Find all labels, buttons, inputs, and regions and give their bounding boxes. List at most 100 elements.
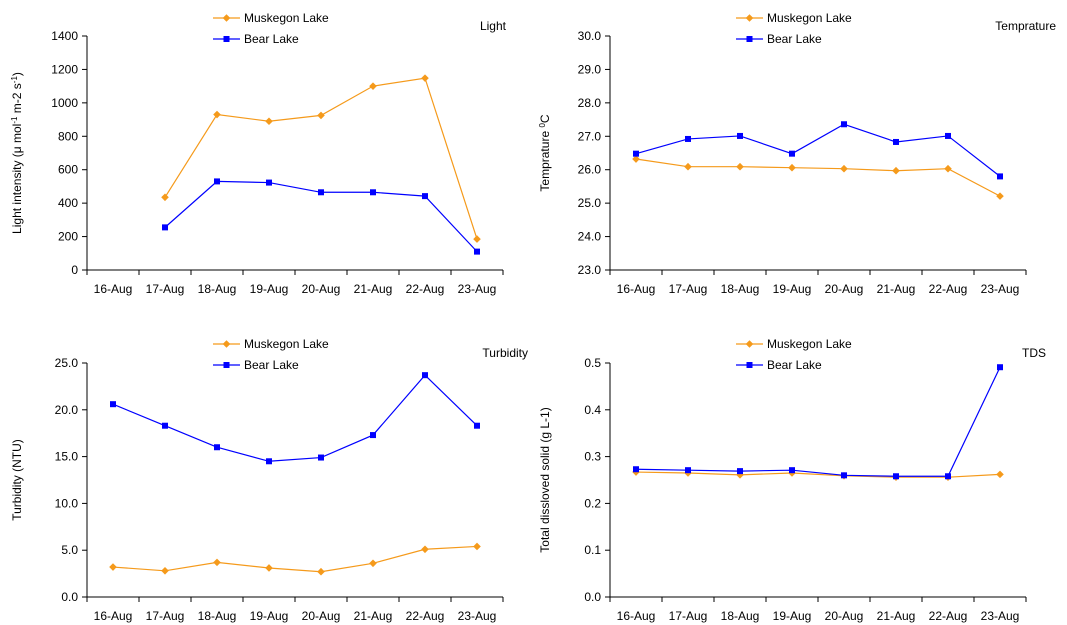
y-tick-label: 1000 xyxy=(51,96,78,110)
y-axis-label: Total dissloved solid (g L-1) xyxy=(538,407,552,552)
y-tick-label: 1200 xyxy=(51,62,78,76)
data-point xyxy=(266,179,272,186)
series-muskegon-lake xyxy=(161,74,481,243)
data-point xyxy=(632,155,640,163)
data-point xyxy=(214,178,220,185)
y-tick-label: 0.0 xyxy=(61,590,78,604)
y-axis-label: Temprature 0C xyxy=(538,114,553,191)
series-bear-lake xyxy=(110,372,480,465)
y-axis-label: Light intensity (μ mol-1 m-2 s-1) xyxy=(10,72,25,234)
x-tick-label: 23-Aug xyxy=(981,282,1020,296)
x-tick-label: 16-Aug xyxy=(617,282,656,296)
chart-2: 23.0 24.0 25.0 26.0 27.0 28.0 29.0 30.0 16-Aug 17… xyxy=(538,11,1057,296)
data-point xyxy=(997,364,1003,371)
series-muskegon-lake xyxy=(109,542,481,576)
series-bear-lake xyxy=(633,364,1003,480)
data-point xyxy=(892,166,900,175)
legend-marker xyxy=(222,14,231,22)
data-point xyxy=(161,193,169,202)
data-point xyxy=(893,473,899,480)
data-point xyxy=(473,235,481,243)
y-tick-label: 26.0 xyxy=(578,163,602,177)
y-tick-label: 24.0 xyxy=(578,230,602,244)
x-tick-label: 21-Aug xyxy=(354,609,393,623)
x-tick-label: 21-Aug xyxy=(877,609,916,623)
data-point xyxy=(944,164,952,173)
x-tick-label: 23-Aug xyxy=(458,282,497,296)
data-point xyxy=(736,162,744,171)
series-line xyxy=(635,366,1001,477)
data-point xyxy=(474,248,480,255)
chart-3: 0.0 5.0 10.0 15.0 20.0 25.0 16-Aug 17-Aug 18-Aug… xyxy=(10,337,528,623)
y-tick-label: 27.0 xyxy=(578,129,602,143)
legend-marker xyxy=(223,362,230,368)
data-point xyxy=(266,458,272,465)
y-tick-label: 0.1 xyxy=(584,543,601,557)
series-line xyxy=(635,471,1001,478)
y-tick-label: 28.0 xyxy=(578,96,602,110)
x-tick-label: 18-Aug xyxy=(721,609,760,623)
legend-marker xyxy=(746,362,753,368)
x-tick-label: 21-Aug xyxy=(877,282,916,296)
y-axis-label: Turbidity (NTU) xyxy=(10,439,24,521)
y-tick-label: 600 xyxy=(58,163,78,177)
legend: Muskegon Lake Bear Lake xyxy=(736,11,852,46)
y-tick-label: 20.0 xyxy=(55,403,79,417)
data-point xyxy=(685,135,691,142)
x-tick-label: 19-Aug xyxy=(250,282,289,296)
data-point xyxy=(369,82,377,90)
data-point xyxy=(996,192,1004,200)
data-point xyxy=(736,471,744,479)
y-tick-label: 25.0 xyxy=(55,356,79,370)
x-tick-label: 22-Aug xyxy=(406,609,445,623)
x-tick-label: 22-Aug xyxy=(929,609,968,623)
data-point xyxy=(841,472,847,479)
data-point xyxy=(265,117,273,126)
legend-label: Bear Lake xyxy=(244,358,299,372)
data-point xyxy=(789,150,795,157)
x-tick-label: 20-Aug xyxy=(302,282,341,296)
y-tick-label: 0.3 xyxy=(584,450,601,464)
x-tick-label: 18-Aug xyxy=(198,282,237,296)
data-point xyxy=(213,110,221,119)
legend-marker xyxy=(745,340,754,348)
data-point xyxy=(788,163,796,172)
x-tick-label: 17-Aug xyxy=(669,282,708,296)
data-point xyxy=(996,470,1004,479)
data-point xyxy=(318,454,324,461)
chart-title: TDS xyxy=(1022,346,1046,360)
data-point xyxy=(737,132,743,139)
x-tick-label: 21-Aug xyxy=(354,282,393,296)
x-tick-label: 16-Aug xyxy=(94,282,133,296)
x-tick-label: 23-Aug xyxy=(981,609,1020,623)
x-tick-label: 17-Aug xyxy=(669,609,708,623)
data-point xyxy=(265,564,273,572)
data-point xyxy=(737,468,743,475)
y-tick-label: 0.4 xyxy=(584,403,601,417)
chart-title: Temprature xyxy=(995,19,1056,33)
x-tick-label: 19-Aug xyxy=(773,609,812,623)
legend: Muskegon Lake Bear Lake xyxy=(213,337,329,372)
y-tick-label: 0.2 xyxy=(584,496,601,510)
series-line xyxy=(112,374,478,462)
legend-marker xyxy=(222,340,231,348)
y-tick-label: 0 xyxy=(71,263,78,277)
x-tick-label: 16-Aug xyxy=(94,609,133,623)
y-tick-label: 10.0 xyxy=(55,496,79,510)
y-tick-label: 30.0 xyxy=(578,29,602,43)
legend-marker xyxy=(223,36,230,42)
x-tick-label: 18-Aug xyxy=(198,609,237,623)
y-tick-label: 29.0 xyxy=(578,62,602,76)
data-point xyxy=(161,566,169,575)
data-point xyxy=(109,563,117,571)
x-tick-label: 18-Aug xyxy=(721,282,760,296)
data-point xyxy=(421,74,429,82)
data-point xyxy=(840,164,848,173)
x-tick-label: 17-Aug xyxy=(146,609,185,623)
legend-label: Bear Lake xyxy=(767,32,822,46)
data-point xyxy=(214,444,220,451)
series-bear-lake xyxy=(633,121,1003,180)
x-tick-label: 20-Aug xyxy=(302,609,341,623)
data-point xyxy=(421,545,429,554)
